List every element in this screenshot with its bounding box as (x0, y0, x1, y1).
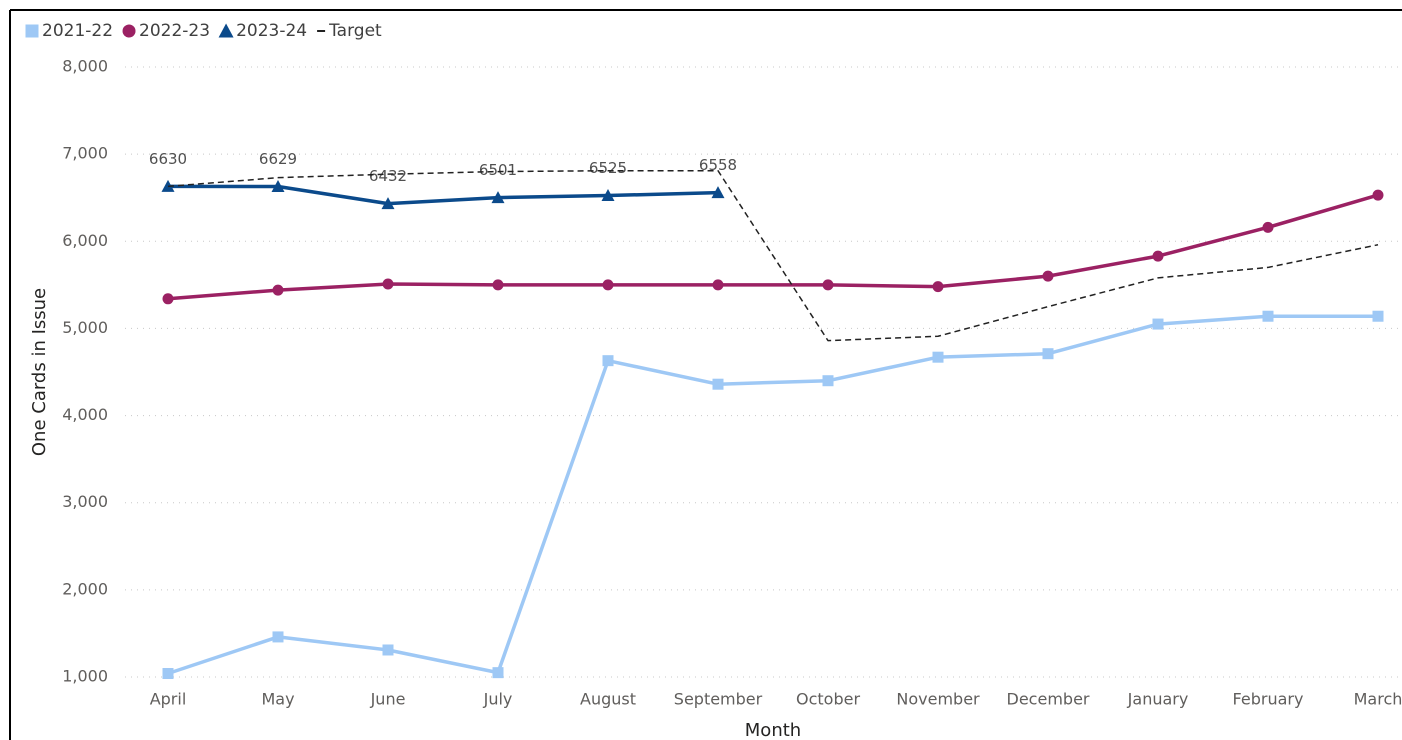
marker (1262, 310, 1274, 322)
marker (272, 631, 284, 643)
marker (1262, 221, 1274, 233)
marker (1152, 318, 1164, 330)
x-tick-label: December (1007, 690, 1090, 709)
x-tick-label: July (483, 690, 513, 709)
marker (492, 279, 504, 291)
marker (162, 293, 174, 305)
y-tick-label: 7,000 (62, 144, 108, 163)
marker (382, 278, 394, 290)
x-tick-label: May (261, 690, 294, 709)
marker (602, 355, 614, 367)
marker (382, 644, 394, 656)
data-label: 6630 (149, 150, 187, 168)
marker (492, 667, 504, 679)
x-tick-label: June (370, 690, 406, 709)
marker (711, 186, 725, 199)
marker (1042, 348, 1054, 360)
legend-symbol (25, 24, 39, 38)
marker (602, 279, 614, 291)
y-axis-title: One Cards in Issue (29, 288, 50, 456)
y-tick-label: 5,000 (62, 318, 108, 337)
x-tick-label: January (1127, 690, 1189, 709)
marker (822, 375, 834, 387)
marker (1372, 310, 1384, 322)
legend-label: 2023-24 (236, 21, 307, 41)
marker (1372, 189, 1384, 201)
data-label: 6525 (589, 159, 627, 177)
x-tick-label: November (896, 690, 980, 709)
series-line (167, 169, 1379, 342)
x-tick-label: August (580, 690, 636, 709)
marker (381, 197, 395, 210)
legend-label: 2022-23 (139, 21, 210, 41)
y-tick-label: 1,000 (62, 667, 108, 686)
marker (1042, 270, 1054, 282)
marker (272, 284, 284, 296)
marker (932, 281, 944, 293)
series-line (167, 193, 1379, 301)
y-tick-label: 6,000 (62, 231, 108, 250)
legend-label: Target (328, 21, 382, 41)
x-tick-label: April (150, 690, 187, 709)
x-tick-label: October (796, 690, 860, 709)
marker (822, 279, 834, 291)
marker (712, 378, 724, 390)
x-axis-title: Month (745, 720, 801, 740)
legend-label: 2021-22 (42, 21, 113, 41)
y-tick-label: 3,000 (62, 492, 108, 511)
x-tick-label: September (674, 690, 763, 709)
marker (271, 179, 285, 192)
data-label: 6501 (479, 161, 517, 179)
legend-symbol (218, 23, 234, 38)
data-label: 6629 (259, 150, 297, 168)
marker (712, 279, 724, 291)
data-label: 6432 (369, 167, 407, 185)
y-tick-label: 2,000 (62, 579, 108, 598)
marker (162, 668, 174, 680)
y-tick-label: 8,000 (62, 57, 108, 76)
marker (601, 189, 615, 202)
x-tick-label: March (1354, 690, 1402, 709)
series-line (167, 184, 719, 206)
legend-symbol (122, 24, 136, 38)
marker (932, 351, 944, 363)
x-tick-label: February (1233, 690, 1304, 709)
marker (1152, 250, 1164, 262)
series-line (167, 314, 1378, 676)
data-label: 6558 (699, 156, 737, 174)
marker (491, 191, 505, 204)
y-tick-label: 4,000 (62, 405, 108, 424)
